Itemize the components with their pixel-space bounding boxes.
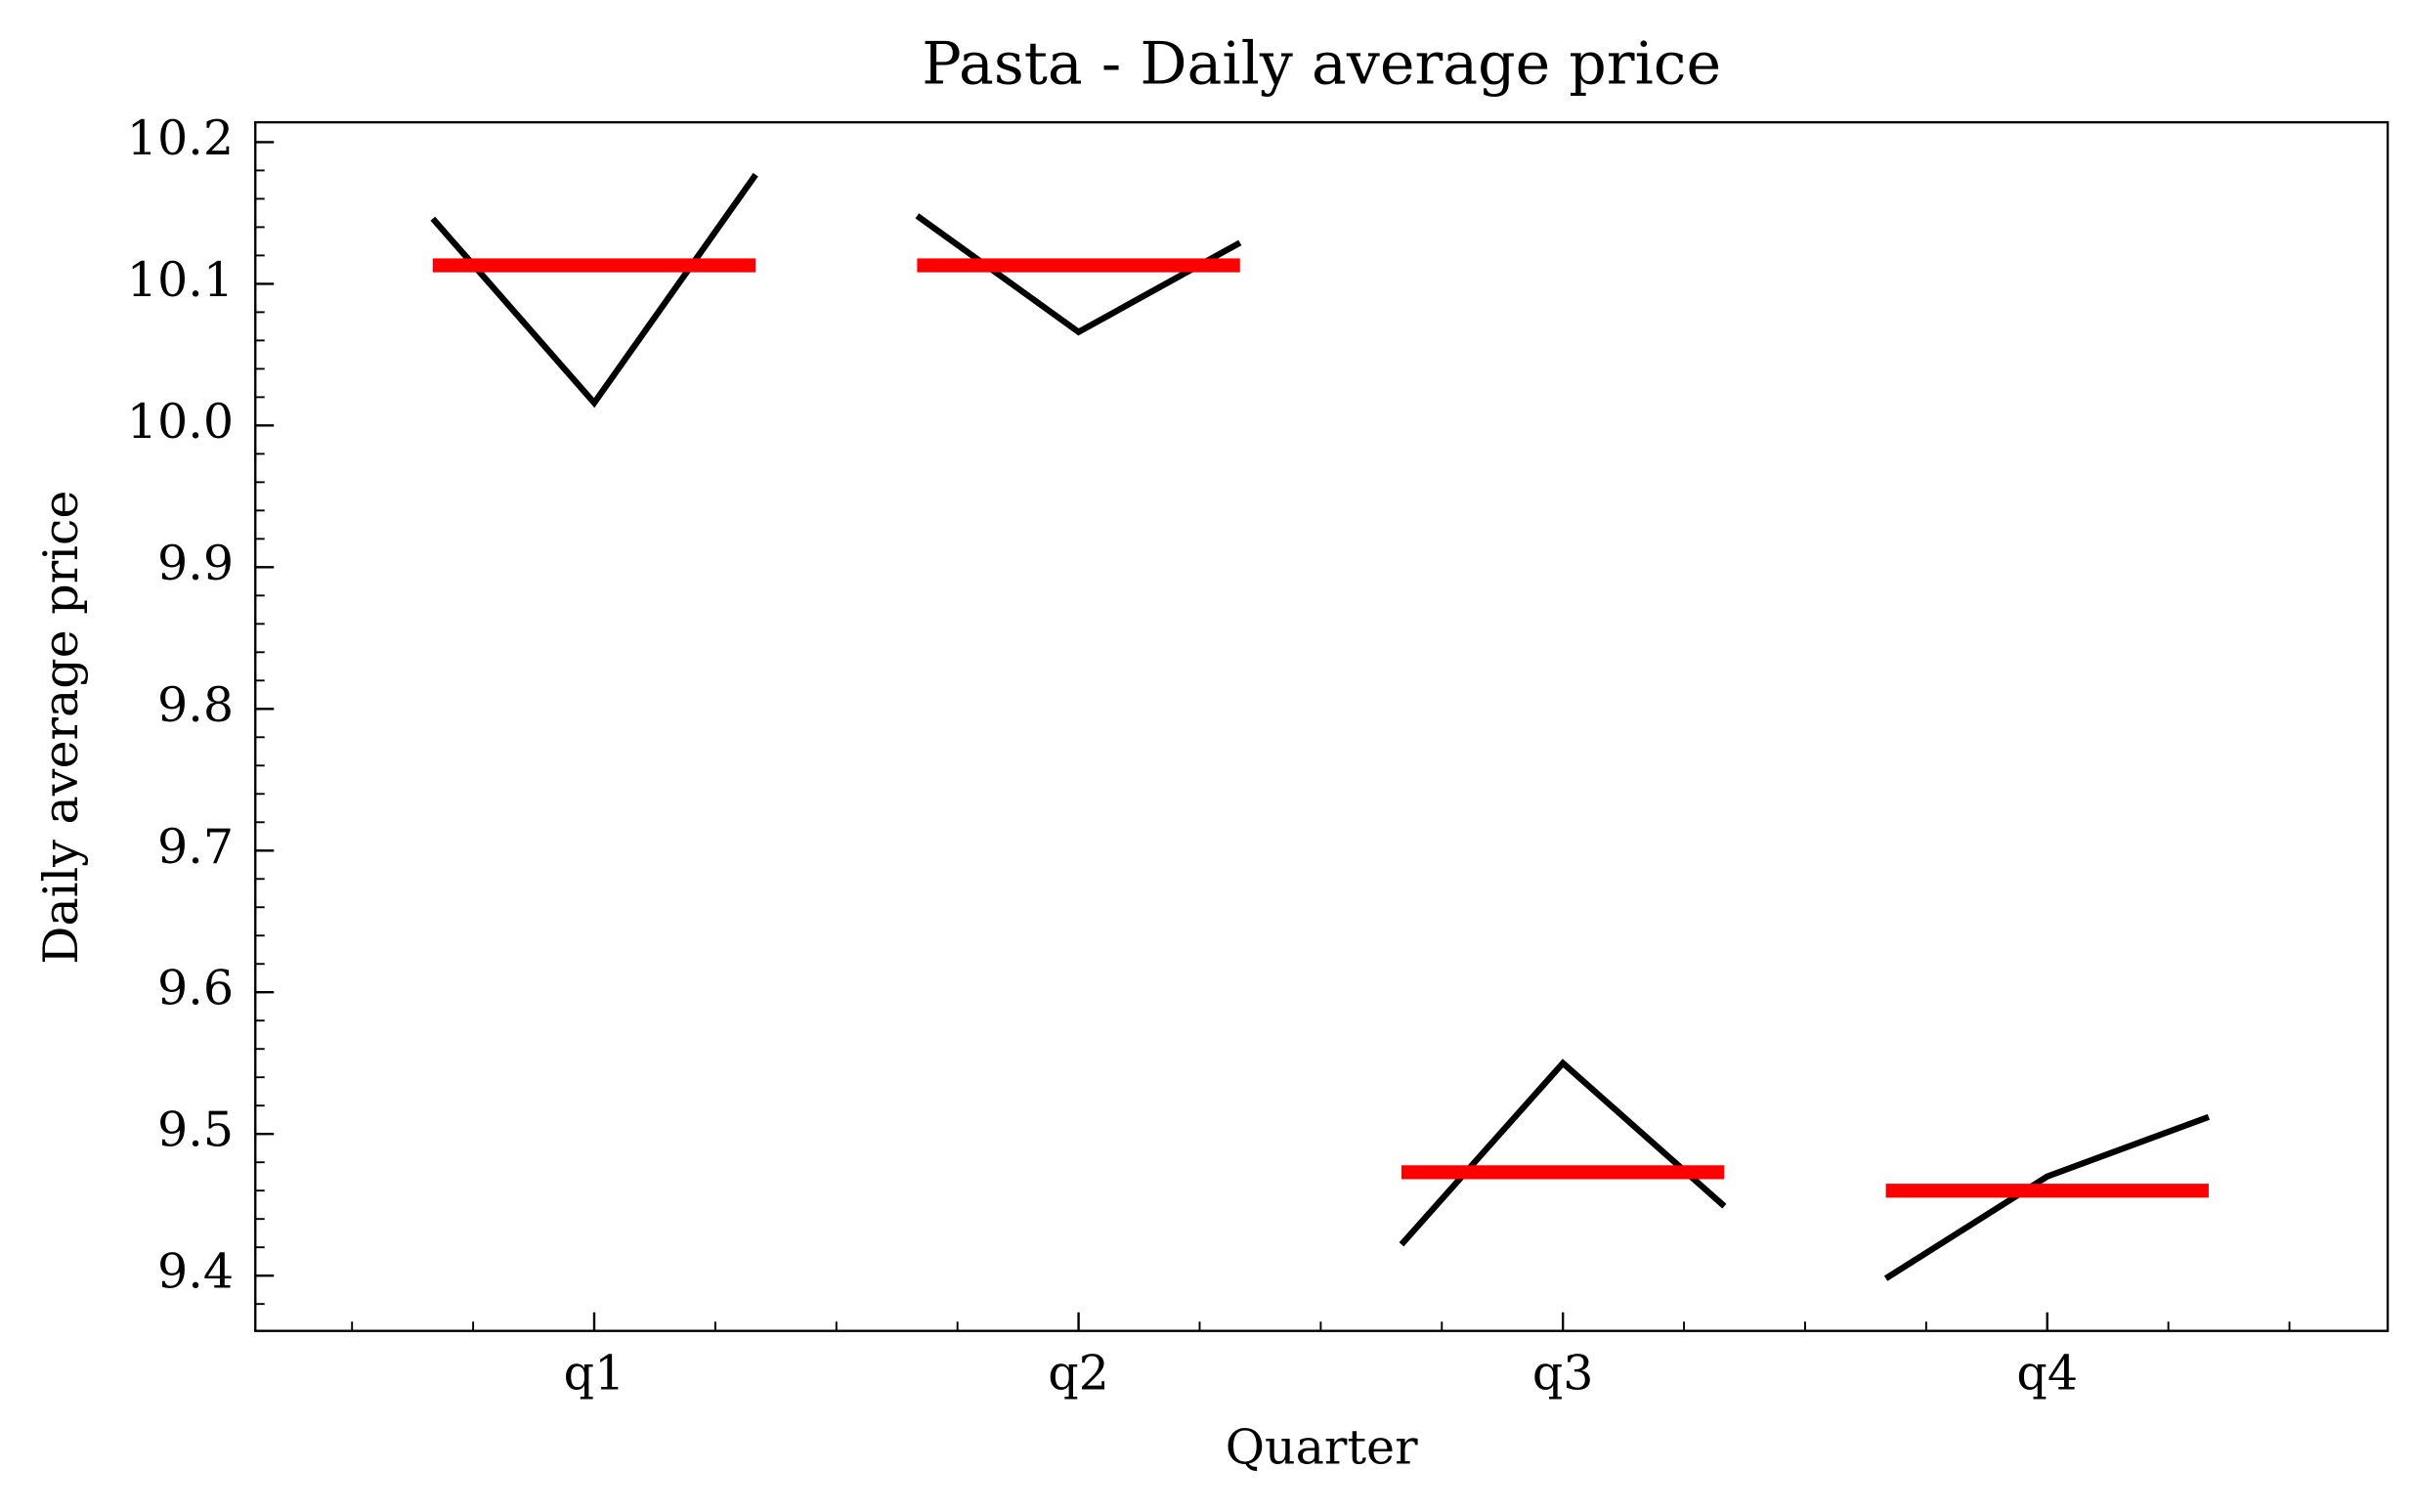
quarter-line	[915, 213, 1242, 336]
y-tick-label: 9.9	[157, 535, 234, 591]
chart-title: Pasta - Daily average price	[922, 29, 1721, 98]
y-tick-label: 9.6	[157, 960, 234, 1016]
y-tick-label: 9.5	[157, 1102, 234, 1158]
quarter-line	[430, 172, 758, 409]
y-tick-label: 10.0	[127, 393, 234, 450]
y-axis-label: Daily average price	[32, 491, 89, 965]
quarter-line	[1883, 1113, 2211, 1281]
x-tick-label: q1	[564, 1345, 625, 1402]
y-tick-label: 9.7	[157, 818, 234, 875]
y-tick-label: 10.1	[127, 251, 234, 308]
x-tick-label: q3	[1532, 1345, 1594, 1402]
y-tick-label: 10.2	[127, 109, 234, 166]
x-axis-label: Quarter	[1226, 1419, 1418, 1476]
y-tick-label: 9.4	[157, 1243, 234, 1300]
x-tick-label: q4	[2016, 1345, 2078, 1402]
quarter-line	[1399, 1058, 1727, 1247]
x-tick-label: q2	[1048, 1345, 1109, 1402]
plot-frame	[254, 120, 2390, 1332]
y-tick-label: 9.8	[157, 676, 234, 733]
